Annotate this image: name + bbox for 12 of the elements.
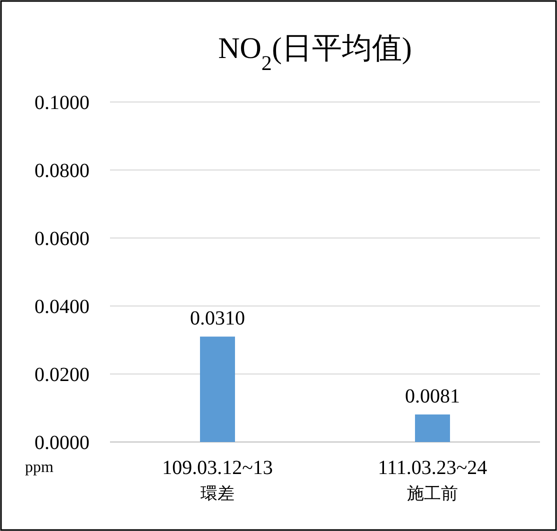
y-tick-label: 0.0800 [34, 160, 90, 182]
y-tick-label: 0.1000 [34, 92, 90, 114]
y-tick-label: 0.0200 [34, 364, 90, 386]
data-label: 0.0081 [405, 385, 460, 408]
x-tick-label: 111.03.23~24 施工前 [378, 457, 488, 503]
data-label: 0.0310 [190, 308, 245, 330]
chart-title: NO$_{2}$(日平均值) [218, 32, 412, 75]
y-tick-label: 0.0400 [34, 296, 90, 318]
y-axis-title: ppm [25, 459, 54, 476]
y-tick-label: 0.0000 [34, 432, 90, 454]
x-tick-label: 109.03.12~13 環差 [162, 457, 273, 503]
y-tick-label: 0.0600 [34, 228, 90, 250]
